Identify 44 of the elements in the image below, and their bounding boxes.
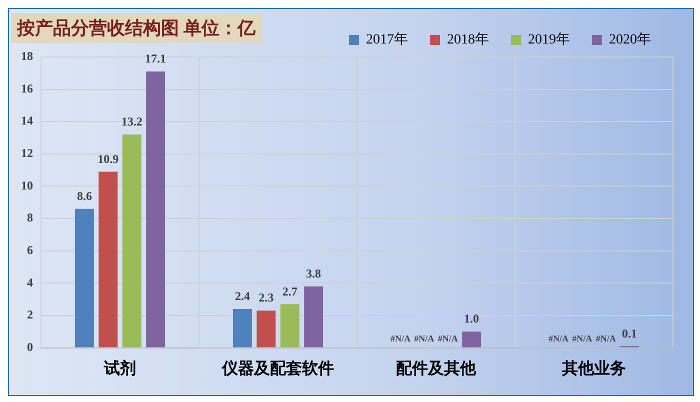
bar: [256, 310, 276, 348]
bar: [146, 72, 166, 348]
data-label: 3.8: [306, 266, 322, 281]
bar: [122, 134, 142, 348]
text: #N/A: [596, 334, 616, 344]
x-tick-label: 配件及其他: [396, 360, 477, 378]
y-tick-label: 2: [27, 308, 33, 322]
y-tick-label: 4: [27, 275, 33, 290]
bar: [232, 309, 252, 348]
data-label: 2.7: [282, 284, 298, 298]
bar: [74, 208, 94, 348]
legend-label: 2020年: [609, 32, 651, 48]
y-tick-label: 14: [21, 114, 33, 128]
data-label: 17.1: [145, 52, 166, 66]
bar: [462, 332, 482, 348]
legend-label: 2017年: [366, 32, 408, 48]
x-tick-label: 试剂: [103, 358, 136, 378]
text: #N/A: [548, 334, 568, 344]
y-tick-label: 8: [27, 210, 33, 225]
x-tick-label: 仪器及配套软件: [221, 360, 334, 378]
text: #N/A: [414, 334, 434, 344]
bar: [98, 172, 118, 348]
y-tick-label: 18: [21, 49, 33, 64]
data-label: 8.6: [76, 188, 92, 203]
legend-label: 2018年: [447, 32, 489, 48]
y-tick-label: 16: [21, 81, 33, 96]
data-label: 10.9: [98, 152, 119, 166]
y-tick-label: 10: [21, 178, 33, 192]
legend-label: 2019年: [528, 32, 570, 48]
y-tick-label: 6: [27, 242, 33, 257]
data-label: 2.4: [234, 289, 250, 304]
y-tick-label: 12: [21, 146, 33, 160]
chart-title: 按产品分营收结构图 单位：亿: [11, 13, 262, 43]
bar: [304, 286, 324, 348]
data-label: 2.3: [258, 290, 274, 305]
text: #N/A: [438, 334, 458, 344]
text: #N/A: [572, 334, 592, 344]
data-label: 13.2: [121, 114, 142, 129]
bar: [280, 304, 300, 348]
data-label: 1.0: [464, 312, 480, 326]
data-label: 0.1: [622, 326, 638, 340]
y-tick-label: 0: [27, 340, 33, 354]
x-tick-label: 其他业务: [561, 360, 626, 378]
text: #N/A: [390, 334, 410, 344]
